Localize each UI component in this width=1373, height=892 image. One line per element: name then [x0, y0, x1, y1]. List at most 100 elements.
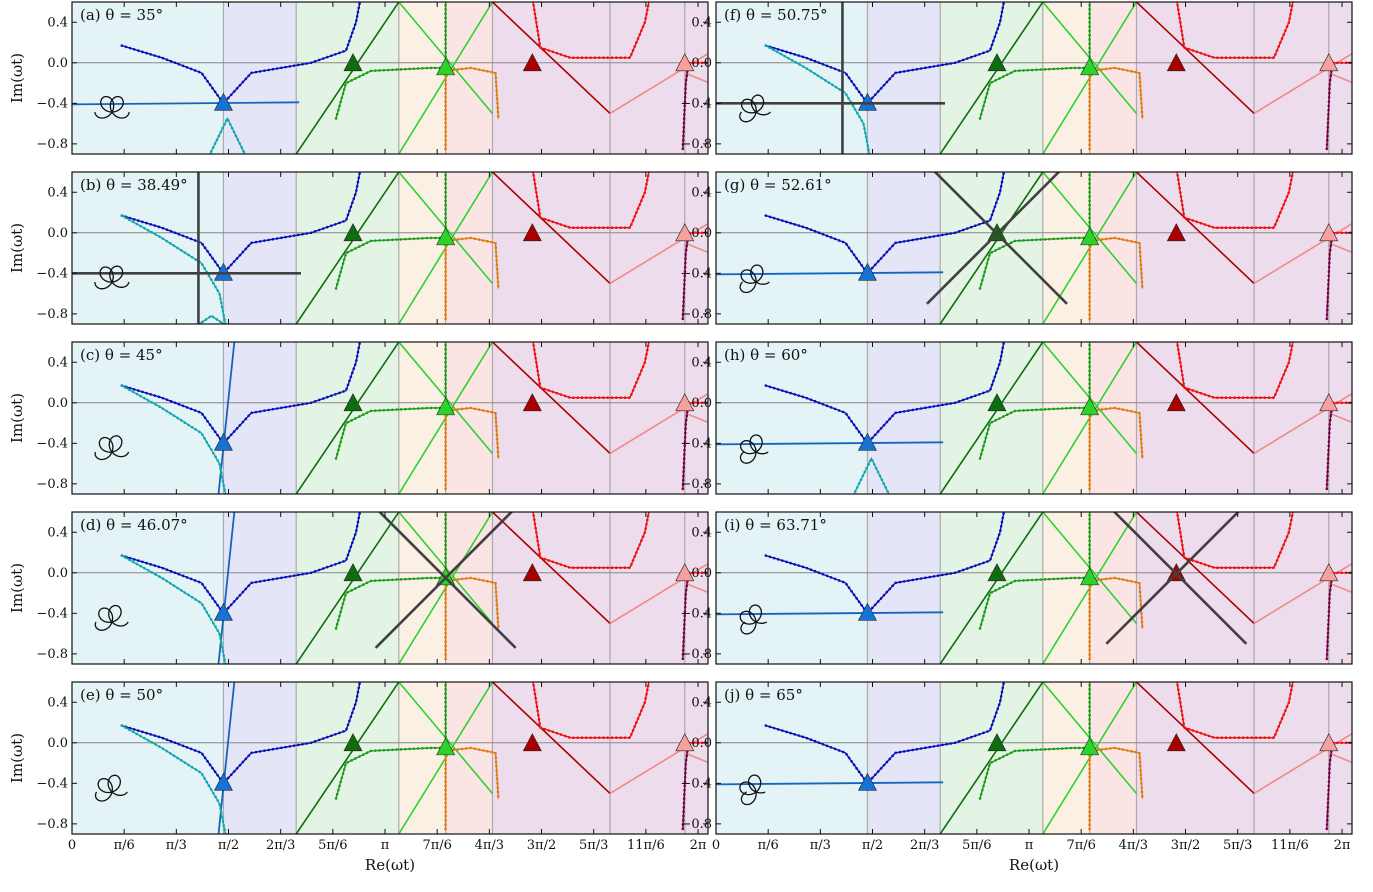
region-band — [492, 512, 611, 664]
region-band — [610, 172, 685, 324]
cyan-curve-line — [121, 554, 227, 664]
guide-line — [939, 342, 1044, 494]
eigen-triangle — [1080, 227, 1100, 246]
panel-frame — [715, 1, 1353, 155]
region-band — [1136, 512, 1255, 664]
guide-line — [491, 512, 611, 625]
blue-curve-line — [121, 342, 361, 445]
maroon-curve-line — [682, 577, 689, 659]
eigen-triangle — [522, 393, 542, 412]
eigen-triangle — [436, 57, 456, 76]
x-tick-label: 2π/3 — [266, 838, 295, 853]
x-tick-label: π/3 — [810, 838, 831, 853]
green-curve-line — [979, 682, 1091, 799]
region-band — [445, 172, 493, 324]
panel-label: (c) θ = 45° — [80, 346, 163, 364]
eigen-triangle — [1166, 223, 1186, 242]
green-curve-line — [335, 682, 447, 799]
region-band — [398, 342, 446, 494]
region-band — [867, 172, 941, 324]
region-band — [398, 512, 446, 664]
red-curve-line — [532, 2, 650, 59]
eigen-triangle — [436, 227, 456, 246]
orange-curve-line — [1088, 407, 1144, 489]
trefoil-inset — [94, 95, 130, 119]
cross-line — [1105, 512, 1240, 645]
panel-a: 0.4 0.0 −0.4 −0.8 Im(ωt) (a) θ = 35° — [8, 1, 709, 155]
region-band — [223, 342, 297, 494]
y-tick-label: −0.4 — [680, 436, 712, 451]
red-curve-line — [1176, 2, 1294, 59]
trefoil-inset — [739, 774, 766, 806]
x-tick-label: 3π/2 — [527, 838, 556, 853]
y-tick-label: 0.4 — [691, 525, 712, 540]
guide-line — [491, 342, 611, 455]
y-tick-label: 0.0 — [47, 396, 68, 411]
panel-label: (b) θ = 38.49° — [80, 176, 188, 194]
orange-curve-line — [444, 747, 500, 829]
cross-line — [374, 512, 514, 649]
region-band — [223, 172, 297, 324]
y-tick-label: −0.4 — [36, 606, 68, 621]
eigen-triangle — [857, 262, 877, 281]
maroon-curve-line — [1326, 747, 1333, 829]
eigen-triangle — [1080, 737, 1100, 756]
y-tick-label: −0.8 — [680, 307, 712, 322]
orange-curve-line — [444, 67, 500, 149]
region-band — [1042, 512, 1090, 664]
panel-label: (h) θ = 60° — [724, 346, 808, 364]
panel-plot-area — [72, 172, 708, 324]
region-band — [445, 2, 493, 154]
y-tick-label: −0.8 — [36, 137, 68, 152]
cyan-curve-line — [121, 384, 227, 494]
trefoil-inset — [739, 434, 769, 464]
orange-curve-line — [444, 407, 500, 489]
red-curve-line — [1176, 342, 1294, 399]
eigen-triangle — [436, 737, 456, 756]
eigen-triangle — [857, 602, 877, 621]
panel-frame — [71, 1, 709, 155]
x-axis-label: Re(ωt) — [1009, 856, 1059, 874]
x-tick-label: 4π/3 — [475, 838, 504, 853]
eigen-triangle — [1166, 393, 1186, 412]
y-tick-label: 0.4 — [691, 15, 712, 30]
green-curve-line — [979, 342, 1091, 459]
region-band — [1089, 172, 1137, 324]
y-tick-label: 0.4 — [47, 525, 68, 540]
region-band — [867, 342, 941, 494]
y-tick-label: 0.0 — [47, 56, 68, 71]
maroon-curve-line — [1326, 67, 1333, 149]
blue-curve-line — [121, 512, 361, 615]
region-band — [1136, 2, 1255, 154]
green-curve-line — [335, 172, 447, 289]
x-tick-label: π/2 — [862, 838, 883, 853]
orange-curve-line — [1088, 237, 1144, 319]
guide-line — [295, 682, 400, 834]
panel-plot-area — [716, 172, 1352, 324]
panel-plot-area — [716, 512, 1352, 664]
red-curve-line — [1176, 172, 1294, 229]
y-tick-label: −0.4 — [36, 436, 68, 451]
y-axis-label: Im(ωt) — [8, 393, 26, 443]
region-band — [398, 172, 446, 324]
panel-frame — [715, 511, 1353, 665]
eigen-triangle — [522, 53, 542, 72]
eigen-triangle — [343, 733, 363, 752]
eigen-triangle — [522, 733, 542, 752]
y-tick-label: −0.4 — [36, 96, 68, 111]
maroon-curve-line — [1326, 577, 1333, 659]
eigen-triangle — [1166, 733, 1186, 752]
eigen-triangle — [213, 262, 233, 281]
y-tick-label: −0.8 — [680, 137, 712, 152]
region-band — [72, 342, 224, 494]
guide-line — [684, 582, 708, 594]
y-tick-label: −0.4 — [680, 606, 712, 621]
region-band — [1089, 512, 1137, 664]
panel-plot-area — [72, 342, 708, 494]
trefoil-inset — [94, 774, 128, 802]
panel-d: 0.4 0.0 −0.4 −0.8 Im(ωt) (d) θ = 46.07° — [8, 511, 709, 665]
blue-curve-line — [765, 172, 1005, 275]
region-band — [610, 2, 685, 154]
region-band — [1254, 512, 1329, 664]
